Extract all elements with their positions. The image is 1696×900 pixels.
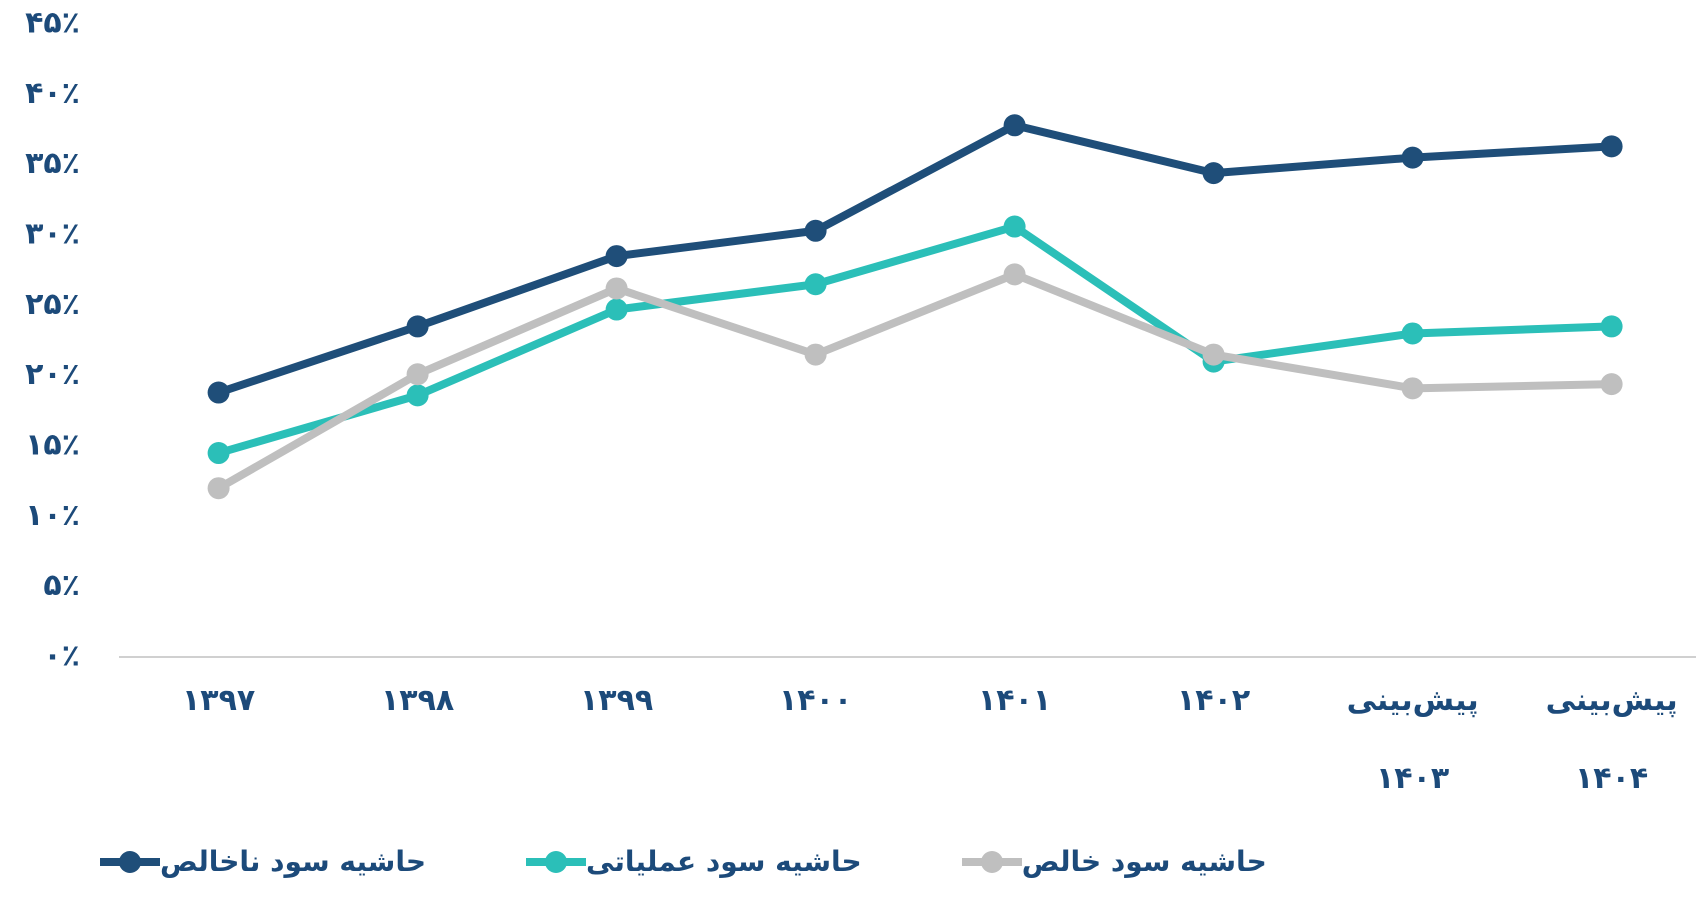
y-tick-label: ۱۰٪ <box>25 498 80 533</box>
point <box>207 381 230 404</box>
point <box>207 477 230 500</box>
series-line <box>217 222 1612 457</box>
y-tick-label: ۰٪ <box>43 639 80 674</box>
point <box>406 315 429 338</box>
point <box>1600 135 1623 158</box>
point <box>1401 377 1424 400</box>
legend-marker <box>545 850 568 873</box>
y-tick-label: ۲۵٪ <box>25 287 80 322</box>
legend-marker <box>980 850 1003 873</box>
point <box>406 384 429 407</box>
point <box>804 219 827 242</box>
point <box>1003 215 1026 238</box>
x-tick-label: ۱۴۰۱ <box>977 683 1052 718</box>
y-tick-label: ۳۵٪ <box>25 146 80 181</box>
point <box>1600 373 1623 396</box>
point <box>1401 322 1424 345</box>
x-tick-label: پیش‌بینی ۱۴۰۴ <box>1545 683 1678 796</box>
legend-swatch <box>100 850 160 873</box>
point <box>1600 315 1623 338</box>
legend-swatch <box>961 850 1022 873</box>
legend-label: حاشیه سود ناخالص <box>160 845 427 878</box>
point <box>804 343 827 366</box>
x-tick-label: ۱۳۹۷ <box>181 683 256 718</box>
point <box>605 277 628 300</box>
y-tick-label: ۳۰٪ <box>25 217 80 252</box>
y-tick-label: ۱۵٪ <box>25 428 80 463</box>
legend-marker <box>119 850 141 873</box>
x-tick-label: ۱۳۹۸ <box>380 683 455 718</box>
point <box>1202 343 1225 366</box>
point <box>605 298 628 321</box>
point <box>1401 146 1424 169</box>
point <box>207 442 230 465</box>
x-tick-label: ۱۴۰۰ <box>778 683 853 718</box>
y-tick-label: ۴۰٪ <box>25 76 80 111</box>
legend-label: حاشیه سود خالص <box>1021 845 1267 878</box>
y-tick-label: ۴۵٪ <box>25 6 80 41</box>
legend-item: حاشیه سود عملیاتی <box>526 845 862 878</box>
x-tick-label: ۱۴۰۲ <box>1176 683 1251 718</box>
x-tick-label: پیش‌بینی ۱۴۰۳ <box>1346 683 1479 796</box>
legend-item: حاشیه سود ناخالص <box>100 845 426 878</box>
point <box>804 273 827 296</box>
y-tick-label: ۵٪ <box>43 568 80 603</box>
legend-swatch <box>526 850 587 873</box>
y-tick-label: ۲۰٪ <box>25 357 80 392</box>
series-line <box>216 270 1612 492</box>
legend: حاشیه سود ناخالص حاشیه سود عملیاتی حاشیه س… <box>100 845 1267 878</box>
point <box>406 363 429 386</box>
series-line <box>217 121 1612 397</box>
point <box>1003 263 1026 286</box>
point <box>605 245 628 268</box>
point <box>1202 162 1225 185</box>
legend-item: حاشیه سود خالص <box>961 845 1267 878</box>
legend-label: حاشیه سود عملیاتی <box>586 845 862 878</box>
x-tick-label: ۱۳۹۹ <box>579 683 654 718</box>
point <box>1003 114 1026 137</box>
